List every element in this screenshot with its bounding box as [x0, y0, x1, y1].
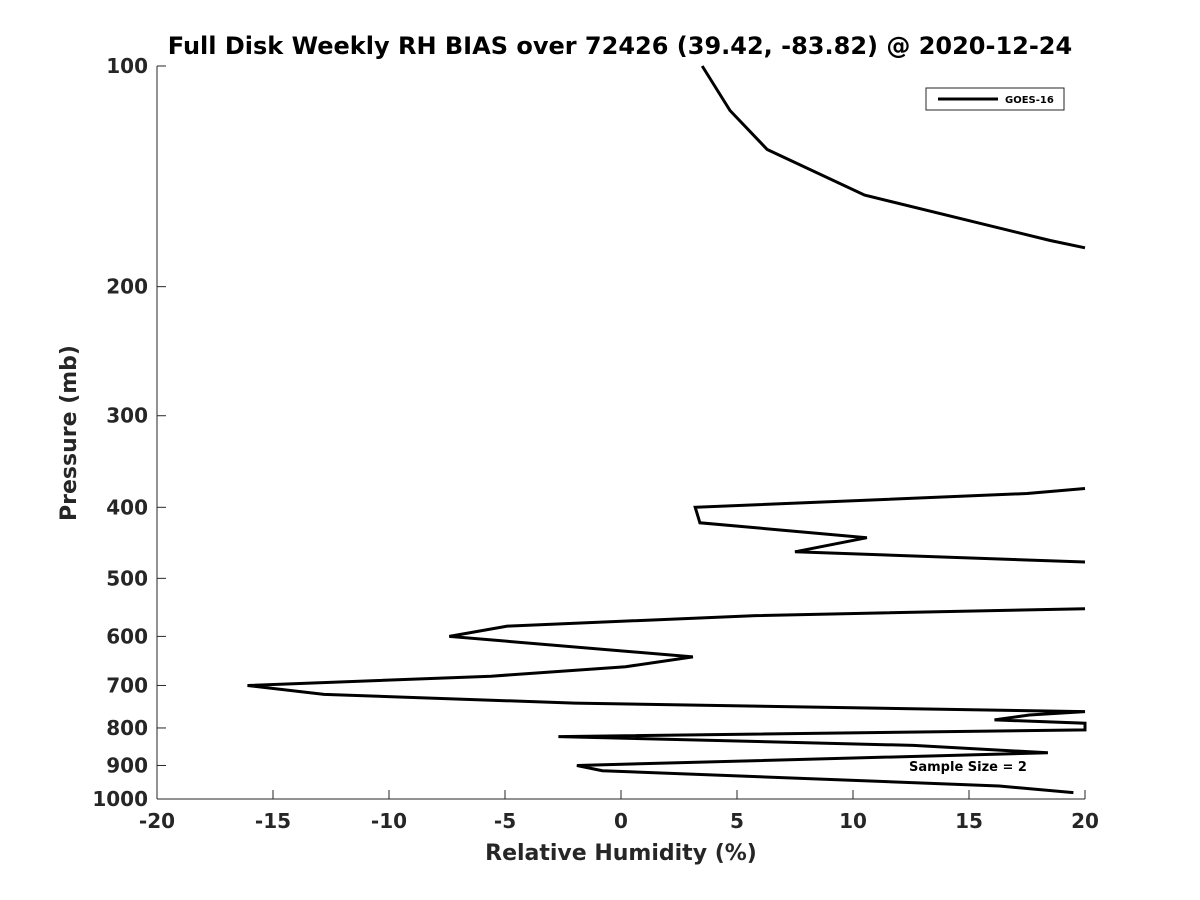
y-tick-label: 800	[106, 716, 148, 740]
x-axis-label: Relative Humidity (%)	[485, 841, 757, 866]
y-tick-label: 1000	[92, 787, 148, 811]
series-line-goes-16-segment-2	[693, 487, 1086, 564]
y-tick-label: 900	[106, 753, 148, 777]
x-tick-label: 20	[1071, 809, 1099, 833]
x-tick-label: -10	[371, 809, 407, 833]
x-tick-label: -5	[494, 809, 516, 833]
y-tick-label: 700	[106, 673, 148, 697]
sample-size-annotation: Sample Size = 2	[909, 760, 1027, 775]
y-tick-label: 600	[106, 624, 148, 648]
y-axis-ticks: 100 200 300 400 500 600 700 800 900 1000	[92, 54, 166, 811]
y-tick-label: 300	[106, 404, 148, 428]
x-tick-label: 0	[614, 809, 628, 833]
y-tick-label: 200	[106, 275, 148, 299]
x-tick-label: -20	[139, 809, 175, 833]
y-tick-label: 400	[106, 495, 148, 519]
series-group	[247, 65, 1087, 795]
y-tick-label: 100	[106, 54, 148, 78]
x-tick-label: 10	[839, 809, 867, 833]
x-tick-label: 15	[955, 809, 983, 833]
legend: GOES-16	[925, 87, 1065, 111]
chart-title: Full Disk Weekly RH BIAS over 72426 (39.…	[168, 32, 1072, 60]
x-tick-label: 5	[730, 809, 744, 833]
y-axis-label: Pressure (mb)	[57, 345, 82, 521]
x-axis-ticks: -20 -15 -10 -5 0 5 10 15 20	[139, 790, 1099, 833]
series-line-goes-16-segment-1	[700, 65, 1086, 250]
series-line-goes-16-segment-3	[247, 607, 1087, 795]
y-tick-label: 500	[106, 566, 148, 590]
x-tick-label: -15	[255, 809, 291, 833]
plot-area	[156, 66, 1085, 800]
legend-label-goes-16: GOES-16	[1005, 95, 1054, 106]
